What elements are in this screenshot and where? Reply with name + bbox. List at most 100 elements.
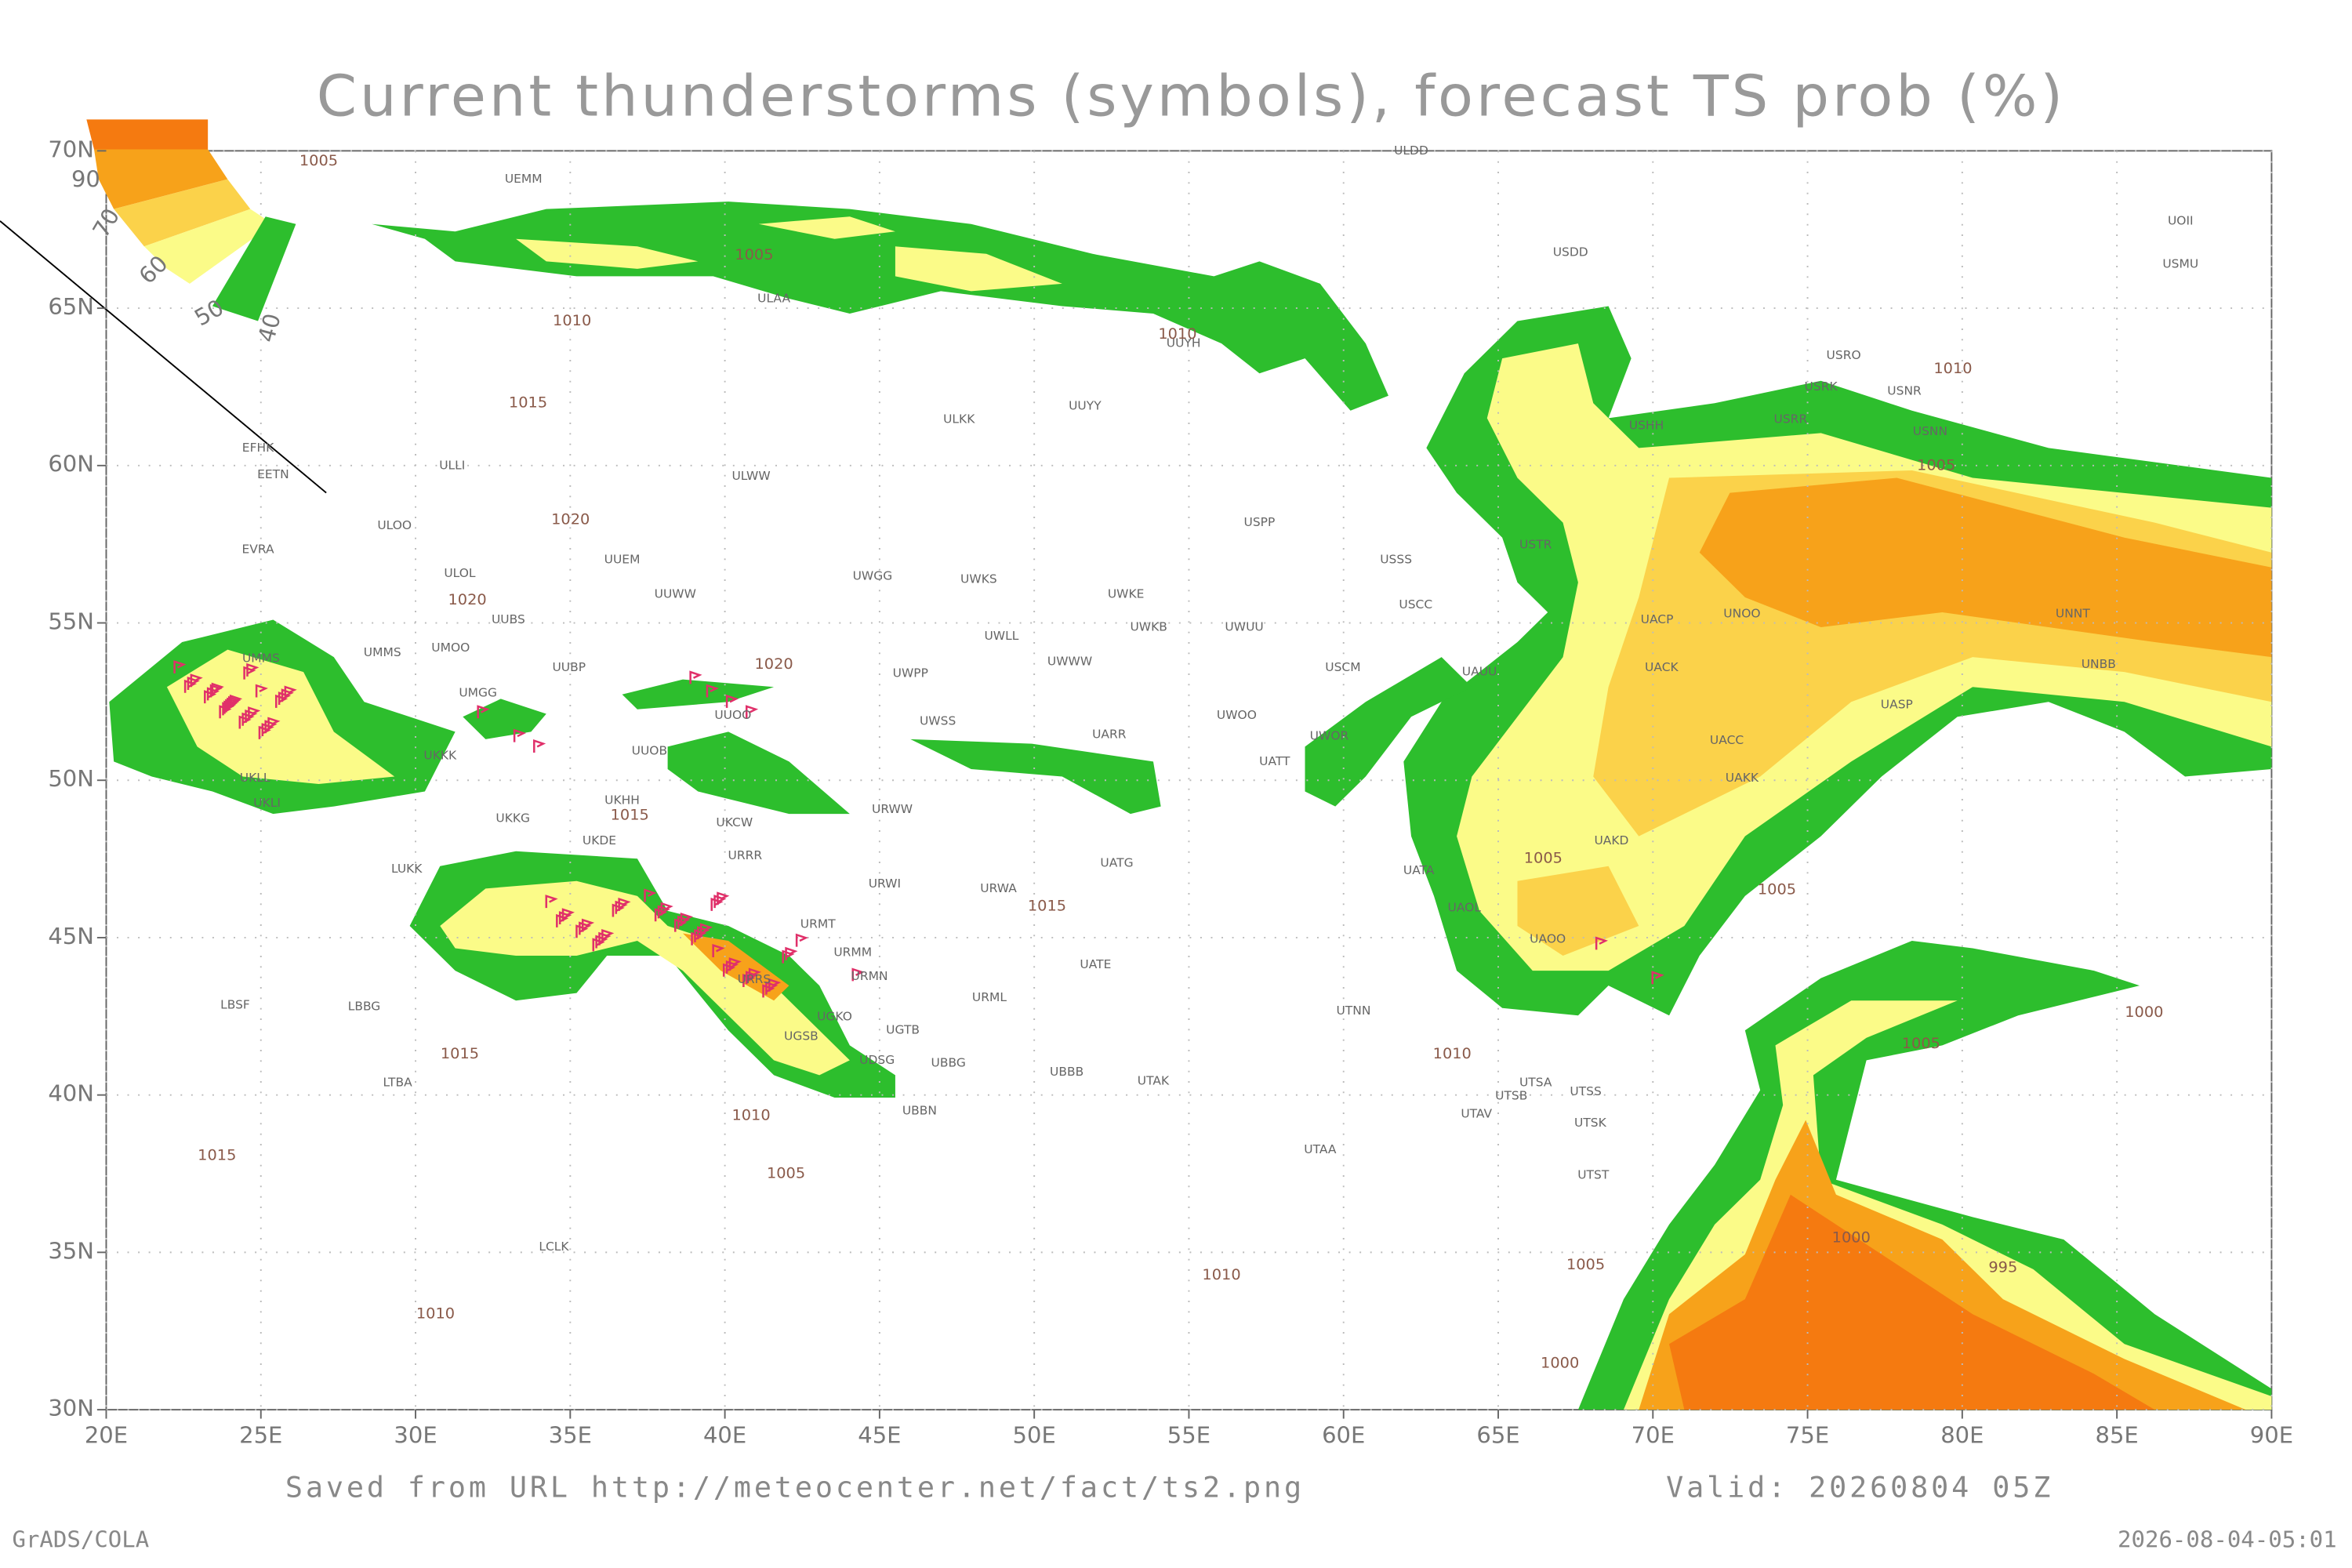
station-label: UWOR — [1310, 729, 1349, 743]
lat-label: 60N — [48, 451, 94, 477]
storm-symbol — [654, 908, 668, 922]
station-label: UUYH — [1167, 336, 1201, 350]
station-label: UWWW — [1047, 654, 1092, 668]
station-label: UUYY — [1069, 399, 1102, 413]
storm-symbol — [267, 717, 281, 731]
lon-label: 40E — [703, 1422, 746, 1449]
storm-symbol — [246, 662, 260, 677]
station-label: UWPP — [893, 666, 928, 681]
station-label: USRK — [1805, 379, 1838, 394]
station-label: UACC — [1710, 733, 1744, 747]
station-label: UASP — [1881, 698, 1913, 712]
storm-symbol — [717, 891, 730, 906]
station-label: USHH — [1629, 418, 1664, 432]
storm-symbol — [706, 684, 719, 698]
station-label: UEMM — [505, 172, 543, 186]
storm-symbol — [261, 723, 274, 737]
station-label: UKDE — [583, 833, 616, 848]
probability-areas — [109, 201, 2272, 1410]
station-label: UKKK — [423, 748, 457, 762]
station-label: URWA — [980, 881, 1017, 895]
station-label: UACK — [1645, 660, 1679, 674]
isobar-label: 1015 — [198, 1146, 236, 1164]
station-label: UGTB — [886, 1023, 920, 1037]
storm-symbol — [615, 900, 628, 914]
lon-label: 35E — [549, 1422, 592, 1449]
storm-symbol — [255, 684, 268, 698]
station-label: LUKK — [391, 862, 423, 876]
isobar-label: 1020 — [551, 510, 590, 528]
isobar-label: 1015 — [1028, 897, 1066, 915]
station-label: UAOL — [1448, 901, 1482, 915]
station-label: EVRA — [241, 543, 274, 557]
station-label: UUEM — [604, 553, 641, 567]
station-label: UTST — [1577, 1168, 1610, 1182]
station-label: URMN — [851, 969, 888, 983]
station-label: UDSG — [859, 1053, 895, 1067]
station-label: UKLI — [253, 796, 281, 810]
station-label: UUOB — [632, 744, 667, 758]
storm-symbol — [748, 967, 762, 982]
lat-label: 55N — [48, 608, 94, 635]
lon-label: 45E — [858, 1422, 901, 1449]
station-label: UWLL — [984, 629, 1018, 643]
station-label: UATT — [1259, 754, 1290, 768]
station-label: USRO — [1827, 348, 1861, 362]
lon-label: 80E — [1940, 1422, 1984, 1449]
station-label: UOII — [2168, 213, 2194, 227]
storm-symbol — [241, 712, 255, 726]
station-label: UTAV — [1461, 1107, 1492, 1121]
storm-symbol — [765, 981, 779, 995]
storm-symbol — [258, 725, 271, 739]
storm-symbol — [284, 685, 297, 699]
station-label: UWUU — [1225, 620, 1263, 634]
storm-symbol — [722, 963, 736, 977]
lon-label: 65E — [1476, 1422, 1519, 1449]
station-label: LBBG — [348, 999, 381, 1013]
isobar-label: 1010 — [1158, 325, 1196, 343]
station-label: USNN — [1913, 424, 1947, 438]
storm-symbol — [264, 720, 278, 734]
station-label: UTSK — [1574, 1116, 1607, 1130]
lon-label: 30E — [394, 1422, 437, 1449]
station-label: UAKK — [1726, 771, 1759, 785]
graticule — [105, 150, 2273, 1411]
isobar-label: 1005 — [1566, 1255, 1605, 1273]
station-label: URML — [972, 990, 1007, 1004]
lat-label: 35N — [48, 1238, 94, 1265]
station-label: USSS — [1380, 553, 1412, 567]
station-label: UNNT — [2056, 606, 2091, 620]
lat-label: 45N — [48, 923, 94, 949]
station-label: UWKE — [1108, 587, 1145, 601]
station-label: UAKD — [1594, 833, 1628, 848]
station-label: ULKK — [943, 412, 975, 426]
station-label: UWOO — [1217, 708, 1257, 722]
storm-symbol — [1595, 936, 1609, 950]
station-label: UARR — [1092, 728, 1127, 742]
storm-symbol — [660, 902, 673, 916]
storm-symbol — [725, 960, 739, 974]
isobar-label: 1015 — [611, 806, 649, 824]
storm-symbol — [248, 706, 261, 720]
station-label: URMT — [800, 917, 837, 931]
storm-symbol — [225, 699, 238, 713]
storm-symbol — [556, 913, 569, 927]
station-label: UATA — [1403, 863, 1435, 877]
storm-symbol — [728, 957, 742, 971]
thunderstorm-symbols — [173, 660, 1664, 998]
station-label: UUOO — [714, 708, 751, 722]
lon-label: 55E — [1167, 1422, 1210, 1449]
storm-symbol — [725, 694, 739, 708]
lat-label: 50N — [48, 765, 94, 792]
legend-label: 90 — [71, 166, 100, 193]
station-label: EETN — [257, 467, 289, 481]
storm-symbol — [477, 705, 490, 719]
isobar-label: 1005 — [1524, 849, 1563, 867]
isobar-label: 1010 — [553, 311, 591, 329]
lon-label: 85E — [2095, 1422, 2138, 1449]
station-label: UTAA — [1304, 1142, 1337, 1156]
storm-symbol — [657, 905, 670, 919]
station-label: UTNN — [1336, 1004, 1370, 1018]
station-label: USMU — [2162, 257, 2198, 271]
storm-symbol — [281, 688, 294, 702]
